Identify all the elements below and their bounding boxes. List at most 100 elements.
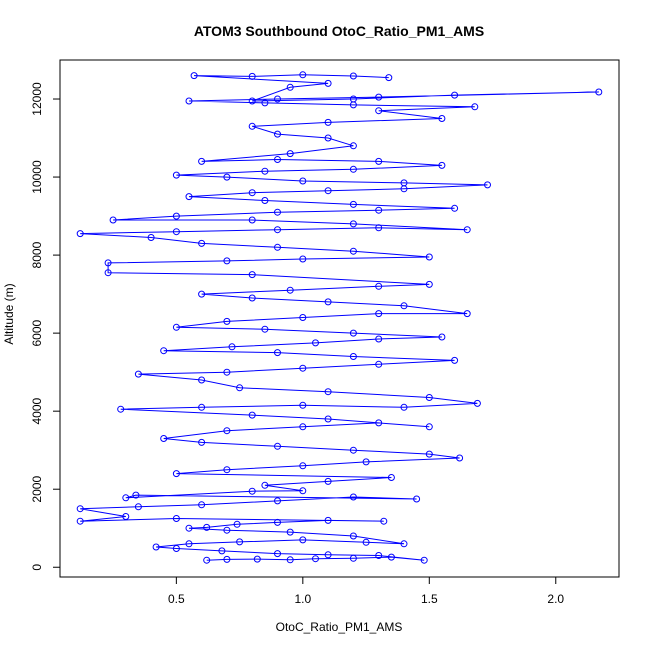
data-point bbox=[261, 167, 269, 175]
data-point bbox=[324, 79, 332, 87]
data-point bbox=[198, 501, 206, 509]
data-point bbox=[223, 173, 231, 181]
series-line bbox=[80, 74, 599, 561]
data-point bbox=[261, 325, 269, 333]
data-point bbox=[299, 314, 307, 321]
data-point bbox=[233, 520, 241, 528]
data-point bbox=[349, 220, 357, 228]
y-tick-label: 0 bbox=[30, 564, 44, 571]
data-point bbox=[248, 97, 256, 105]
data-point bbox=[286, 286, 294, 294]
data-point bbox=[248, 72, 256, 80]
data-point bbox=[312, 555, 319, 563]
data-point bbox=[375, 419, 383, 427]
data-point bbox=[413, 495, 421, 503]
data-point bbox=[349, 446, 357, 454]
data-point bbox=[299, 364, 307, 372]
data-point bbox=[324, 516, 332, 524]
data-point bbox=[185, 193, 193, 201]
data-point bbox=[400, 403, 408, 411]
data-point bbox=[438, 333, 446, 341]
data-point bbox=[375, 224, 383, 232]
data-point bbox=[349, 247, 357, 255]
data-point bbox=[425, 253, 433, 261]
data-point bbox=[172, 515, 180, 522]
data-point bbox=[109, 216, 117, 224]
data-point bbox=[324, 551, 332, 559]
data-point bbox=[451, 91, 459, 99]
data-point bbox=[473, 399, 481, 407]
data-point bbox=[349, 493, 357, 501]
data-point bbox=[223, 368, 231, 376]
x-tick-label: 2.0 bbox=[547, 592, 564, 606]
data-point bbox=[147, 234, 155, 241]
data-point bbox=[248, 271, 256, 279]
data-point bbox=[456, 454, 464, 462]
data-point bbox=[387, 553, 395, 561]
data-point bbox=[299, 423, 307, 431]
data-point bbox=[248, 411, 256, 419]
data-point bbox=[198, 376, 206, 384]
data-point bbox=[274, 226, 281, 234]
data-point bbox=[274, 518, 281, 526]
y-tick-label: 4000 bbox=[30, 397, 44, 424]
data-point bbox=[438, 161, 446, 169]
data-point bbox=[134, 503, 142, 511]
data-point bbox=[324, 187, 332, 195]
data-point bbox=[274, 497, 281, 505]
data-point bbox=[132, 491, 140, 499]
plot-frame bbox=[59, 59, 620, 578]
data-point bbox=[172, 171, 180, 179]
data-point bbox=[185, 97, 193, 105]
data-point bbox=[349, 142, 357, 150]
x-axis-label: OtoC_Ratio_PM1_AMS bbox=[276, 620, 403, 634]
data-point bbox=[349, 165, 357, 173]
data-point bbox=[274, 156, 281, 163]
data-point bbox=[471, 103, 479, 111]
data-point bbox=[425, 450, 433, 458]
y-tick-label: 2000 bbox=[30, 476, 44, 503]
data-point bbox=[425, 280, 433, 288]
data-point bbox=[286, 556, 294, 564]
data-point bbox=[299, 536, 307, 544]
data-point bbox=[380, 517, 388, 525]
data-point bbox=[349, 200, 357, 208]
y-tick-label: 6000 bbox=[30, 319, 44, 346]
data-point bbox=[349, 329, 357, 337]
data-point bbox=[160, 435, 168, 442]
x-tick-label: 0.5 bbox=[168, 592, 185, 606]
data-point bbox=[451, 356, 459, 364]
data-point bbox=[198, 239, 206, 247]
data-point bbox=[375, 360, 383, 368]
data-point bbox=[198, 438, 206, 446]
data-point bbox=[236, 538, 244, 546]
data-point bbox=[400, 179, 408, 187]
chart-title: ATOM3 Southbound OtoC_Ratio_PM1_AMS bbox=[194, 23, 484, 39]
data-point bbox=[185, 524, 193, 532]
data-point bbox=[299, 462, 307, 470]
data-point bbox=[104, 259, 112, 267]
data-point bbox=[190, 72, 198, 80]
data-point bbox=[312, 339, 319, 347]
data-point bbox=[223, 427, 231, 435]
data-point bbox=[324, 388, 332, 396]
data-point bbox=[134, 370, 142, 378]
data-point bbox=[463, 226, 471, 234]
data-point bbox=[152, 543, 160, 551]
data-point bbox=[299, 401, 307, 409]
data-point bbox=[248, 216, 256, 224]
data-point bbox=[362, 458, 370, 466]
data-point bbox=[375, 310, 383, 318]
data-point bbox=[223, 257, 231, 265]
data-point bbox=[375, 282, 383, 290]
data-point bbox=[274, 550, 281, 558]
x-tick-label: 1.0 bbox=[294, 592, 311, 606]
data-point bbox=[349, 353, 357, 360]
data-point bbox=[248, 294, 256, 302]
data-point bbox=[324, 415, 332, 423]
data-point bbox=[198, 403, 206, 411]
data-point bbox=[198, 157, 206, 165]
data-point bbox=[463, 310, 471, 318]
data-point bbox=[400, 302, 408, 310]
